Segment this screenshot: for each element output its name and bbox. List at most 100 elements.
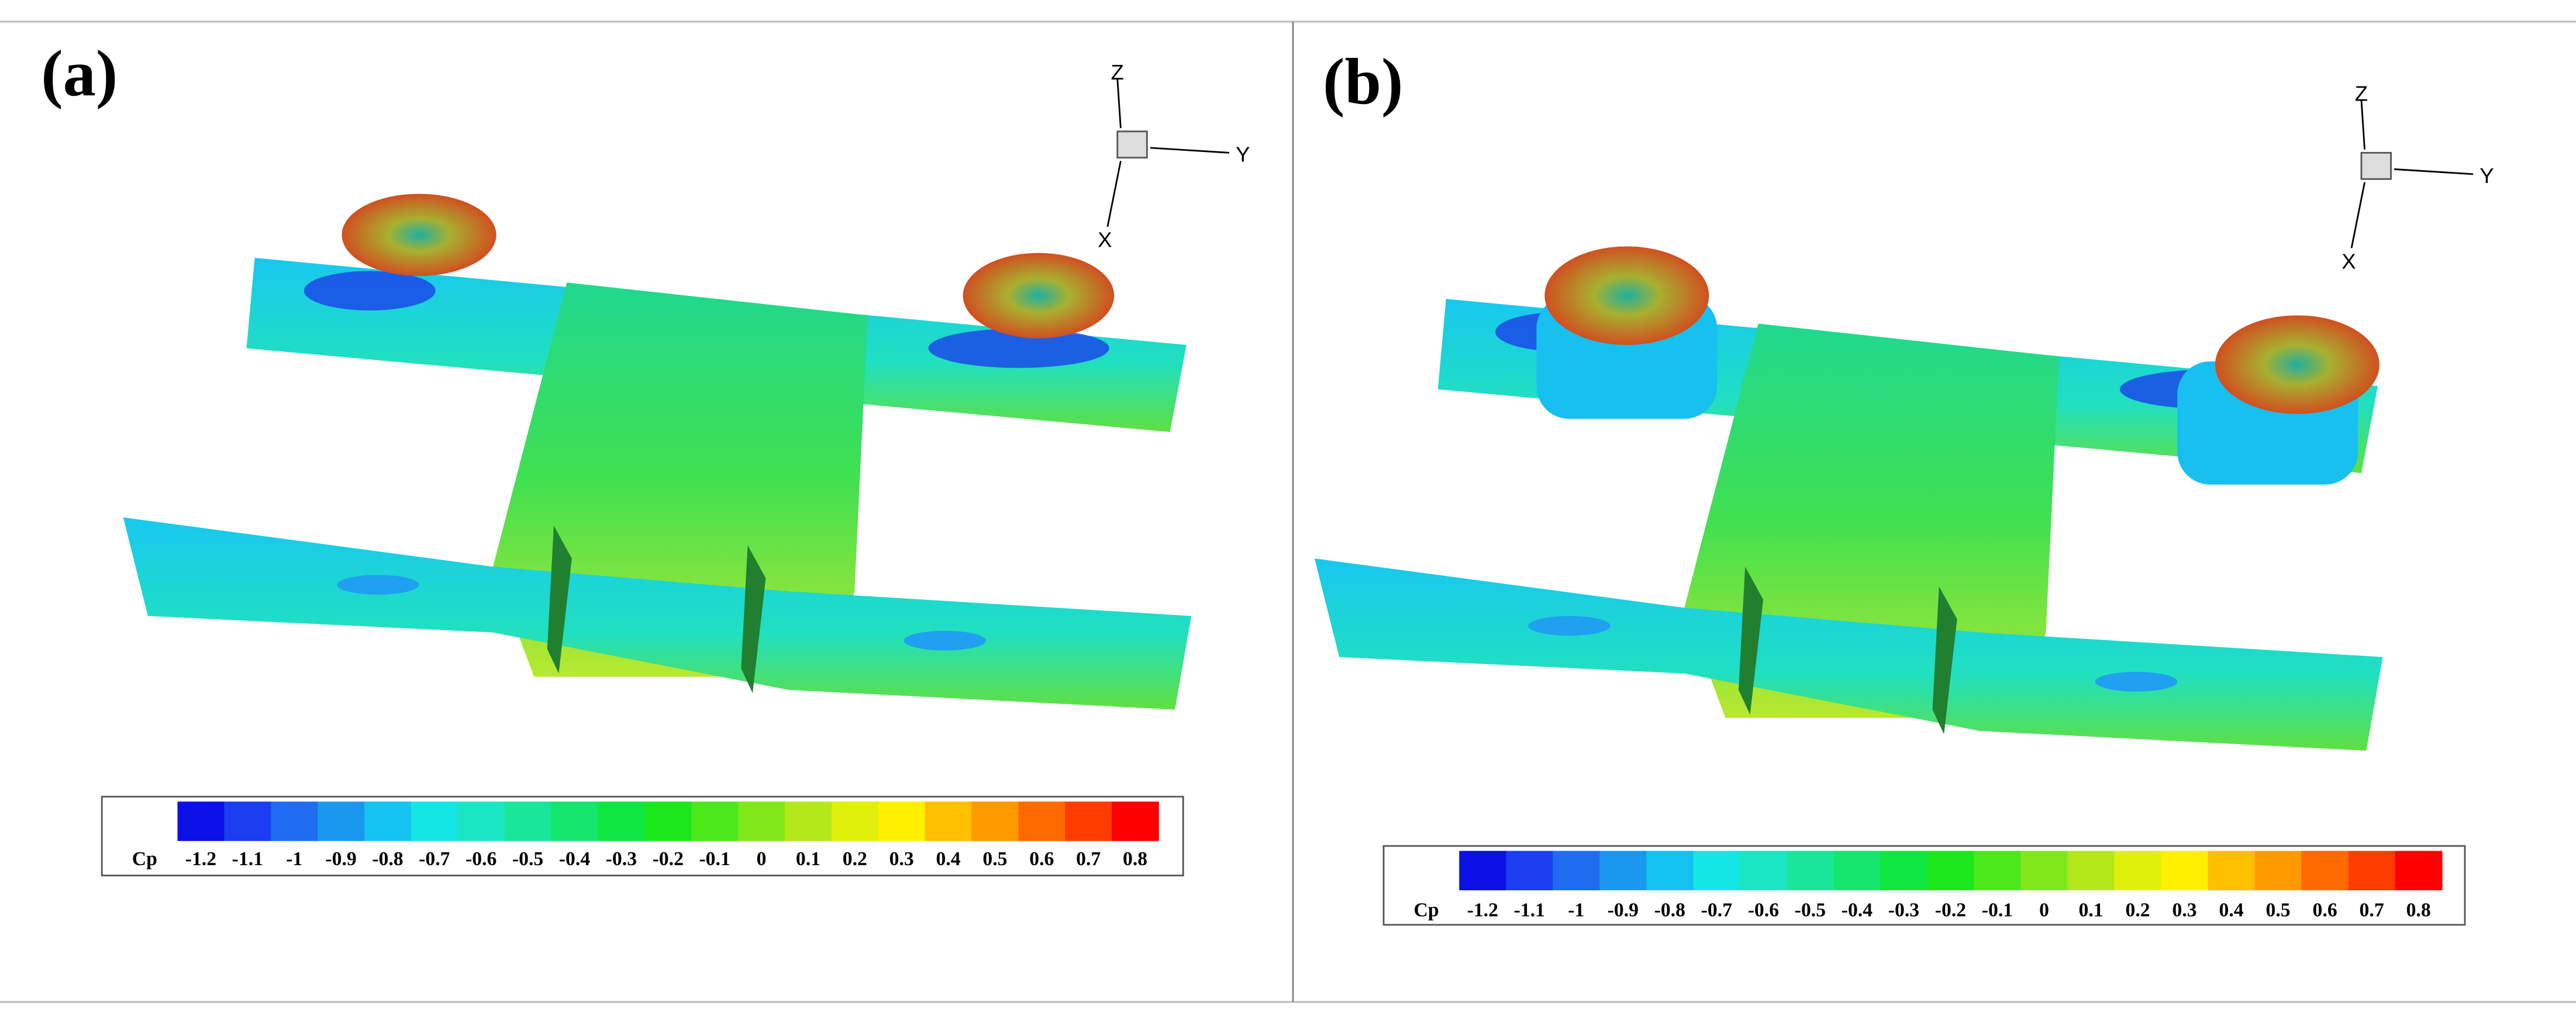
colorbar-tick-label: -0.6 — [1748, 899, 1779, 921]
colorbar-tick-label: -0.2 — [1935, 899, 1966, 921]
panel-a: (a) Z Y X Cp -1.2 -1.1 -1 -0.9 -0.8 -0.7 -0.6 -0.5 -0… — [41, 37, 1250, 877]
axis-x — [1106, 161, 1122, 227]
colorbar-tick-label: -0.2 — [653, 848, 684, 870]
colorbar-tick-label: -0.4 — [559, 848, 591, 870]
colorbar-tick-label: -1.2 — [1467, 899, 1498, 921]
colorbar-tick-label: -0.5 — [1795, 899, 1826, 921]
colorbar-tick-label: 0.4 — [2219, 899, 2244, 921]
colorbar-tick-label: 0.1 — [2078, 899, 2103, 921]
colorbar-segment — [411, 801, 458, 841]
colorbar-segment — [878, 801, 926, 841]
colorbar-segment — [318, 801, 365, 841]
colorbar-segment — [1112, 801, 1159, 841]
colorbar-segment — [1646, 851, 1694, 891]
colorbar-segment — [1506, 851, 1554, 891]
colorbar-tick-label: 0.5 — [982, 848, 1007, 870]
colorbar-segment — [1974, 851, 2022, 891]
colorbar-segment — [1927, 851, 1975, 891]
colorbar-segment — [1459, 851, 1507, 891]
axis-y — [2394, 168, 2474, 175]
axis-label: X — [2341, 249, 2356, 273]
panel-b: (b) Z Y X Cp -1.2 -1.1 -1 -0.9 -0.8 -0.7 -0.6 -0.5 -0… — [1315, 46, 2494, 926]
colorbar-segment — [271, 801, 318, 841]
colorbar-segment — [2208, 851, 2256, 891]
panel-label: (a) — [41, 37, 118, 110]
colorbar-segment — [831, 801, 879, 841]
axis-cube — [2360, 151, 2392, 180]
colorbar-tick-label: 0.7 — [2360, 899, 2384, 921]
colorbar-tick-label: 0.8 — [2406, 899, 2431, 921]
rotor — [342, 193, 496, 276]
colorbar-segment — [2020, 851, 2068, 891]
colorbar-title: Cp — [132, 848, 157, 870]
colorbar-tick-label: -0.7 — [1701, 899, 1733, 921]
colorbar-segment — [504, 801, 552, 841]
colorbar-segment — [457, 801, 505, 841]
colorbar-tick-label: -1.2 — [185, 848, 216, 870]
axis-z — [1116, 78, 1122, 129]
colorbar-tick-label: -0.9 — [325, 848, 356, 870]
colorbar-tick-label: 0.3 — [2172, 899, 2196, 921]
colorbar-tick-label: 0.6 — [2313, 899, 2337, 921]
colorbar-tick-label: 0.8 — [1123, 848, 1147, 870]
rotor — [2215, 315, 2380, 414]
colorbar-tick-label: 0.6 — [1029, 848, 1054, 870]
colorbar-segment — [2161, 851, 2209, 891]
colorbar-tick-label: 0 — [2039, 899, 2049, 921]
colorbar-segment — [2254, 851, 2302, 891]
colorbar-segment — [2301, 851, 2349, 891]
colorbar-tick-label: 0.1 — [796, 848, 820, 870]
axis-label: Y — [1236, 143, 1250, 167]
colorbar-tick-label: -0.8 — [1654, 899, 1685, 921]
colorbar-segment — [551, 801, 599, 841]
colorbar-tick-label: -0.3 — [606, 848, 637, 870]
colorbar-tick-label: -0.1 — [699, 848, 730, 870]
colorbar-tick-label: 0.4 — [936, 848, 960, 870]
axis-y — [1150, 147, 1229, 154]
colorbar-tick-label: 0 — [757, 848, 767, 870]
colorbar-tick-label: -0.1 — [1982, 899, 2013, 921]
colorbar-segment — [644, 801, 692, 841]
colorbar-segment — [925, 801, 973, 841]
colorbar-tick-label: -0.7 — [419, 848, 450, 870]
colorbar-tick-label: 0.5 — [2266, 899, 2291, 921]
colorbar-segment — [2067, 851, 2115, 891]
colorbar-tick-label: 0.7 — [1076, 848, 1101, 870]
axis-label: Y — [2480, 164, 2494, 188]
colorbar-tick-label: 0.2 — [2125, 899, 2150, 921]
colorbar-segment — [1693, 851, 1741, 891]
colorbar-segment — [738, 801, 785, 841]
colorbar-segment — [598, 801, 646, 841]
colorbar-segment — [364, 801, 412, 841]
colorbar-segment — [2395, 851, 2443, 891]
colorbar-tick-label: -1 — [1568, 899, 1584, 921]
colorbar-segment — [1065, 801, 1113, 841]
axis-x — [2350, 182, 2365, 248]
colorbar-tick-label: 0.3 — [889, 848, 914, 870]
colorbar-segment — [971, 801, 1019, 841]
colorbar-tick-label: -1 — [286, 848, 302, 870]
colorbar-segment — [1599, 851, 1647, 891]
colorbar-segment — [1018, 801, 1066, 841]
colorbar-segment — [1833, 851, 1881, 891]
colorbar-tick-label: -1.1 — [232, 848, 263, 870]
colorbar-title: Cp — [1414, 899, 1439, 921]
colorbar-segment — [1787, 851, 1834, 891]
colorbar-tick-label: -0.3 — [1888, 899, 1919, 921]
colorbar-segment — [784, 801, 832, 841]
axis-z — [2360, 100, 2365, 150]
colorbar-tick-label: -1.1 — [1514, 899, 1545, 921]
colorbar-segment — [1553, 851, 1601, 891]
colorbar-segment — [177, 801, 225, 841]
colorbar-segment — [2348, 851, 2396, 891]
colorbar-tick-label: -0.8 — [372, 848, 403, 870]
rotor — [1544, 246, 1709, 345]
axis-cube — [1116, 130, 1148, 159]
colorbar-tick-label: -0.9 — [1608, 899, 1639, 921]
colorbar-segment — [691, 801, 739, 841]
colorbar-tick-label: -0.4 — [1842, 899, 1873, 921]
axis-label: X — [1098, 228, 1112, 252]
colorbar-segment — [224, 801, 272, 841]
colorbar-tick-label: -0.5 — [512, 848, 543, 870]
